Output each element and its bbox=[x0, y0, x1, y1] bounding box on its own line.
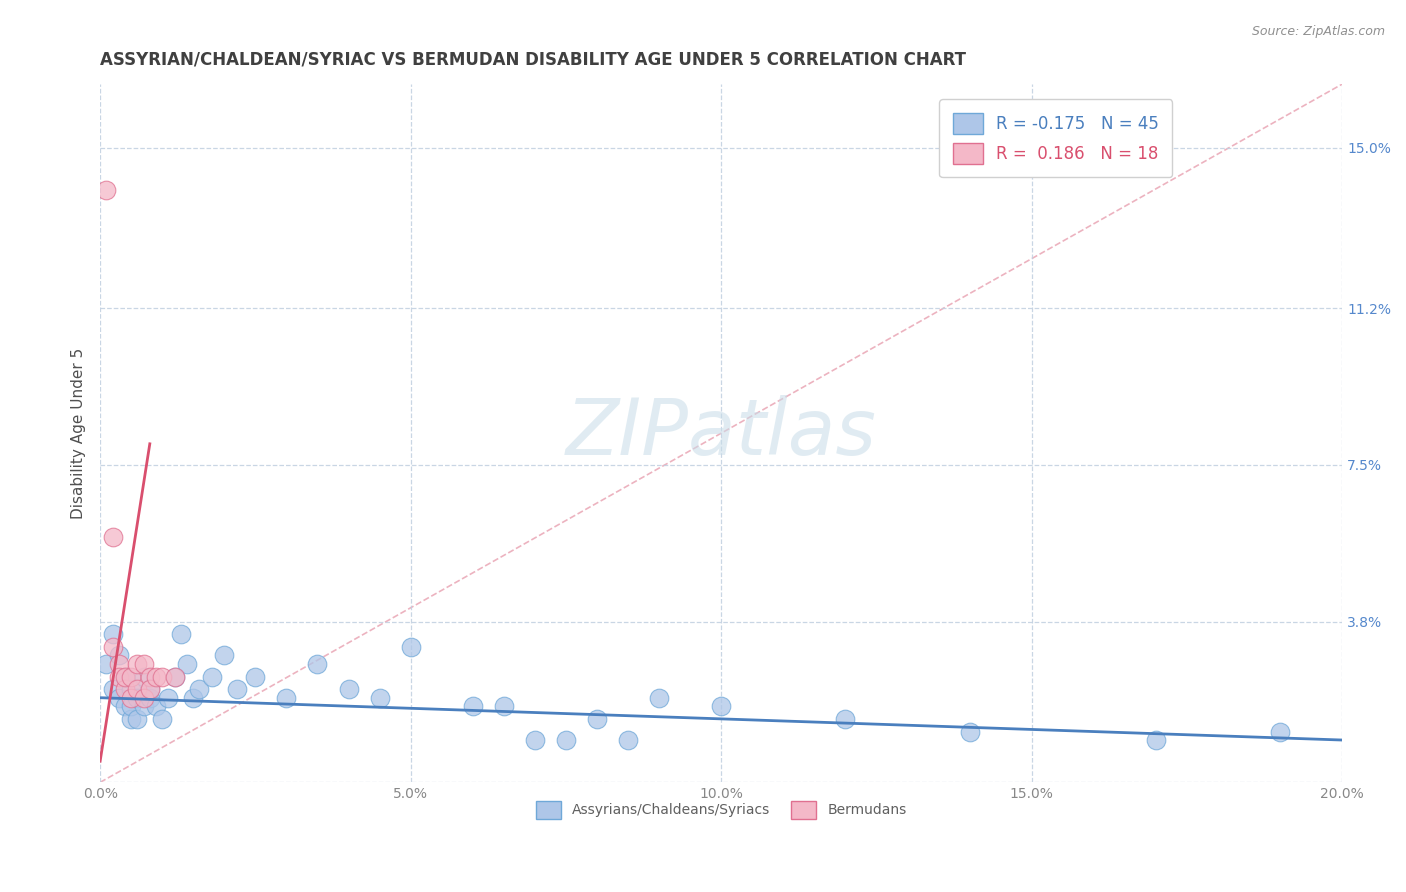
Point bbox=[368, 690, 391, 705]
Point bbox=[127, 657, 149, 671]
Point bbox=[101, 640, 124, 654]
Point bbox=[648, 690, 671, 705]
Point bbox=[157, 690, 180, 705]
Point bbox=[245, 669, 267, 683]
Point bbox=[101, 682, 124, 697]
Point bbox=[163, 669, 186, 683]
Point bbox=[586, 712, 609, 726]
Point bbox=[307, 657, 329, 671]
Text: Source: ZipAtlas.com: Source: ZipAtlas.com bbox=[1251, 25, 1385, 38]
Point bbox=[127, 690, 149, 705]
Legend: Assyrians/Chaldeans/Syriacs, Bermudans: Assyrians/Chaldeans/Syriacs, Bermudans bbox=[530, 796, 912, 824]
Y-axis label: Disability Age Under 5: Disability Age Under 5 bbox=[72, 348, 86, 519]
Point bbox=[96, 657, 118, 671]
Point bbox=[107, 690, 129, 705]
Point bbox=[127, 682, 149, 697]
Point bbox=[554, 733, 576, 747]
Point bbox=[107, 669, 129, 683]
Point bbox=[132, 699, 155, 714]
Point bbox=[132, 657, 155, 671]
Point bbox=[139, 669, 162, 683]
Point bbox=[181, 690, 204, 705]
Point bbox=[276, 690, 298, 705]
Point bbox=[120, 699, 142, 714]
Point bbox=[120, 669, 142, 683]
Point bbox=[101, 627, 124, 641]
Point bbox=[176, 657, 198, 671]
Text: ZIPatlas: ZIPatlas bbox=[565, 395, 876, 471]
Point bbox=[96, 183, 118, 197]
Point bbox=[1268, 724, 1291, 739]
Text: ASSYRIAN/CHALDEAN/SYRIAC VS BERMUDAN DISABILITY AGE UNDER 5 CORRELATION CHART: ASSYRIAN/CHALDEAN/SYRIAC VS BERMUDAN DIS… bbox=[100, 51, 966, 69]
Point bbox=[107, 657, 129, 671]
Point bbox=[120, 690, 142, 705]
Point bbox=[114, 669, 136, 683]
Point bbox=[114, 669, 136, 683]
Point bbox=[492, 699, 515, 714]
Point bbox=[132, 690, 155, 705]
Point bbox=[834, 712, 856, 726]
Point bbox=[150, 712, 173, 726]
Point bbox=[201, 669, 224, 683]
Point bbox=[120, 682, 142, 697]
Point bbox=[225, 682, 247, 697]
Point bbox=[127, 712, 149, 726]
Point bbox=[617, 733, 640, 747]
Point bbox=[523, 733, 546, 747]
Point bbox=[163, 669, 186, 683]
Point bbox=[170, 627, 193, 641]
Point bbox=[214, 648, 236, 663]
Point bbox=[399, 640, 422, 654]
Point bbox=[139, 690, 162, 705]
Point bbox=[188, 682, 211, 697]
Point bbox=[139, 682, 162, 697]
Point bbox=[461, 699, 484, 714]
Point bbox=[145, 669, 167, 683]
Point bbox=[114, 699, 136, 714]
Point bbox=[710, 699, 733, 714]
Point bbox=[150, 669, 173, 683]
Point bbox=[1144, 733, 1167, 747]
Point bbox=[337, 682, 360, 697]
Point bbox=[120, 712, 142, 726]
Point bbox=[114, 682, 136, 697]
Point bbox=[959, 724, 981, 739]
Point bbox=[145, 699, 167, 714]
Point bbox=[107, 648, 129, 663]
Point bbox=[101, 530, 124, 544]
Point bbox=[132, 669, 155, 683]
Point bbox=[139, 682, 162, 697]
